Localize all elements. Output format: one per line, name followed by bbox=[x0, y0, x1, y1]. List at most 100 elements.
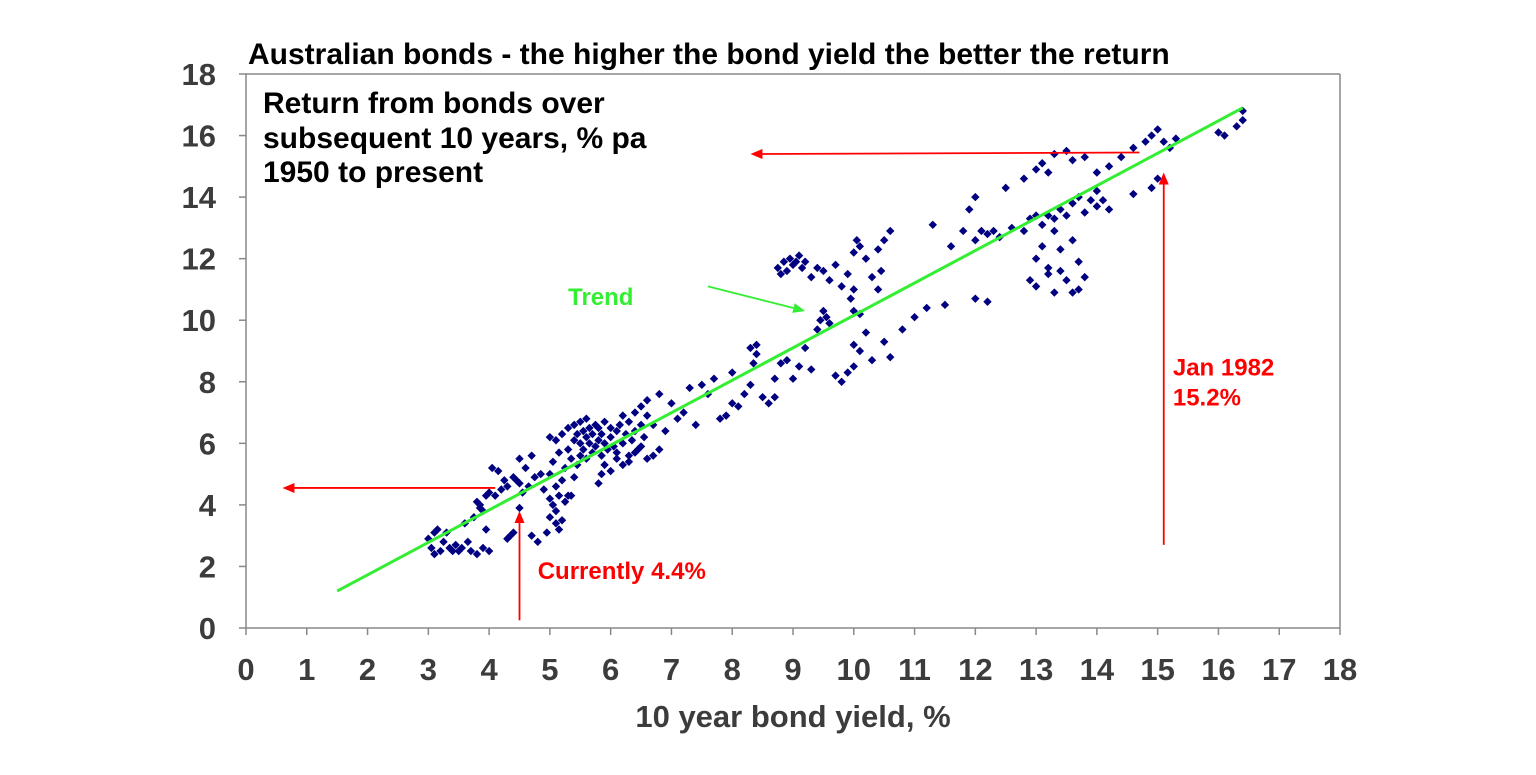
data-point bbox=[1001, 183, 1010, 193]
data-point bbox=[770, 392, 779, 402]
data-point bbox=[794, 362, 804, 371]
data-point bbox=[503, 482, 512, 491]
data-point bbox=[873, 285, 883, 294]
data-point bbox=[728, 399, 737, 408]
data-point bbox=[965, 205, 974, 214]
data-point bbox=[466, 546, 476, 556]
data-point bbox=[940, 300, 950, 310]
data-point bbox=[822, 312, 831, 322]
x-tick-label: 9 bbox=[784, 652, 801, 687]
data-point bbox=[728, 368, 737, 377]
x-tick-label: 0 bbox=[237, 652, 254, 687]
data-point bbox=[606, 432, 615, 442]
data-point bbox=[764, 399, 773, 408]
data-point bbox=[928, 220, 937, 230]
data-point bbox=[1007, 223, 1016, 233]
y-tick-label: 18 bbox=[182, 57, 216, 92]
annotation-arrow bbox=[514, 511, 525, 621]
data-point bbox=[1129, 189, 1138, 199]
x-tick-label: 14 bbox=[1080, 652, 1115, 687]
y-tick-label: 6 bbox=[199, 426, 216, 461]
data-point bbox=[849, 285, 858, 294]
x-tick-label: 11 bbox=[898, 652, 931, 687]
y-tick-label: 8 bbox=[199, 365, 216, 400]
data-point bbox=[946, 242, 956, 251]
data-point bbox=[451, 540, 460, 550]
data-point bbox=[746, 343, 755, 353]
data-point bbox=[846, 294, 855, 303]
data-point bbox=[597, 451, 606, 460]
data-point bbox=[788, 374, 798, 383]
data-point bbox=[503, 534, 512, 543]
data-point bbox=[709, 374, 719, 383]
data-point bbox=[536, 469, 545, 479]
data-point bbox=[484, 488, 494, 497]
data-point bbox=[776, 359, 786, 368]
data-point bbox=[922, 303, 931, 313]
data-point bbox=[554, 448, 564, 457]
data-point bbox=[557, 429, 567, 439]
x-tick-label: 2 bbox=[359, 652, 376, 687]
data-point bbox=[630, 448, 640, 457]
data-point bbox=[530, 472, 539, 482]
data-point bbox=[1141, 137, 1150, 146]
data-point bbox=[427, 543, 436, 553]
x-tick-labels: 0 1 2 3 4 5 6 7 8 9 10 11 12 13 14 15 16 17 18 bbox=[237, 652, 1357, 687]
data-point bbox=[606, 423, 615, 433]
data-point bbox=[500, 476, 509, 485]
data-point bbox=[715, 414, 725, 423]
x-tick-label: 18 bbox=[1323, 652, 1357, 687]
x-tick-label: 5 bbox=[541, 652, 558, 687]
data-point bbox=[597, 429, 606, 439]
data-point bbox=[1074, 257, 1083, 266]
inner-title: Return from bonds over subsequent 10 yea… bbox=[263, 87, 647, 189]
x-tick-label: 6 bbox=[602, 652, 619, 687]
data-point bbox=[582, 432, 591, 442]
data-point bbox=[1037, 242, 1047, 251]
data-point bbox=[570, 436, 579, 445]
data-point bbox=[1062, 276, 1071, 285]
data-point bbox=[831, 260, 840, 270]
data-point bbox=[448, 546, 457, 556]
data-point bbox=[740, 389, 749, 399]
annotation-label: Jan 1982 bbox=[1173, 355, 1274, 382]
data-point bbox=[527, 531, 536, 540]
inner-title-line-1: Return from bonds over bbox=[263, 87, 605, 120]
data-point bbox=[873, 245, 883, 254]
data-point bbox=[849, 340, 858, 350]
data-point bbox=[591, 420, 600, 430]
data-point bbox=[521, 463, 530, 473]
data-point bbox=[1080, 152, 1089, 162]
x-tick-label: 7 bbox=[663, 652, 680, 687]
data-point bbox=[545, 494, 555, 503]
data-point bbox=[481, 525, 491, 534]
data-point bbox=[618, 439, 628, 448]
data-point bbox=[576, 451, 585, 460]
data-point bbox=[478, 506, 488, 516]
data-point bbox=[1056, 245, 1065, 254]
data-point bbox=[655, 445, 664, 454]
data-point bbox=[478, 543, 488, 553]
data-point bbox=[600, 460, 609, 470]
data-point bbox=[807, 365, 816, 374]
data-point bbox=[563, 423, 573, 433]
data-point bbox=[1238, 115, 1247, 125]
data-point bbox=[490, 491, 500, 500]
data-point bbox=[618, 411, 628, 420]
annotation-arrow bbox=[282, 482, 496, 493]
x-tick-label: 1 bbox=[298, 652, 315, 687]
data-point bbox=[642, 396, 652, 405]
data-point bbox=[1068, 288, 1077, 297]
data-point bbox=[1214, 128, 1223, 137]
data-point bbox=[898, 325, 907, 334]
annotation-arrows bbox=[282, 148, 1169, 621]
data-point bbox=[1220, 131, 1229, 140]
data-point bbox=[594, 479, 603, 488]
data-point bbox=[855, 346, 865, 356]
data-point bbox=[515, 503, 524, 513]
data-point bbox=[484, 546, 494, 556]
data-point bbox=[533, 537, 542, 547]
data-point bbox=[1025, 276, 1035, 285]
data-point bbox=[515, 479, 524, 488]
data-point bbox=[770, 374, 779, 383]
